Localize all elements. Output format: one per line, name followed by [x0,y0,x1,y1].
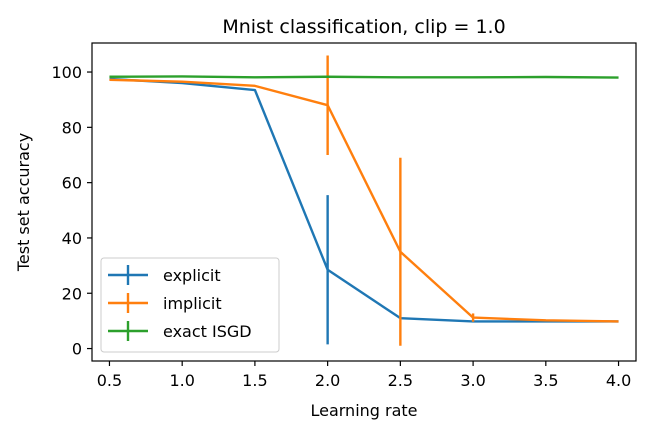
chart-title: Mnist classification, clip = 1.0 [222,16,505,38]
legend-label-implicit: implicit [163,294,222,313]
x-tick-label: 1.0 [169,371,194,390]
x-tick-label: 3.0 [460,371,485,390]
x-tick-label: 1.5 [242,371,267,390]
legend: explicit implicit exact ISGD [100,257,280,353]
legend-label-exact-isgd: exact ISGD [163,322,252,341]
x-tick-label: 2.5 [388,371,413,390]
y-tick-label: 100 [51,63,82,82]
y-tick-label: 40 [62,229,82,248]
y-tick-label: 20 [62,284,82,303]
legend-label-explicit: explicit [163,266,221,285]
series-line-exact-isgd [109,75,619,79]
x-tick-label: 4.0 [606,371,631,390]
x-tick-label: 0.5 [97,371,122,390]
series-line-implicit [109,78,619,323]
x-axis-ticks: 0.5 1.0 1.5 2.0 2.5 3.0 3.5 4.0 [97,361,631,390]
plot-frame [91,42,637,362]
y-tick-label: 60 [62,174,82,193]
x-tick-label: 2.0 [315,371,340,390]
legend-box [100,257,280,353]
y-tick-label: 80 [62,118,82,137]
y-axis-ticks: 0 20 40 60 80 100 [51,63,92,359]
y-axis-label: Test set accuracy [14,133,33,272]
x-axis-label: Learning rate [310,401,417,420]
y-tick-label: 0 [72,340,82,359]
series-layer [109,55,619,346]
series-line-explicit [109,77,619,323]
x-tick-label: 3.5 [533,371,558,390]
